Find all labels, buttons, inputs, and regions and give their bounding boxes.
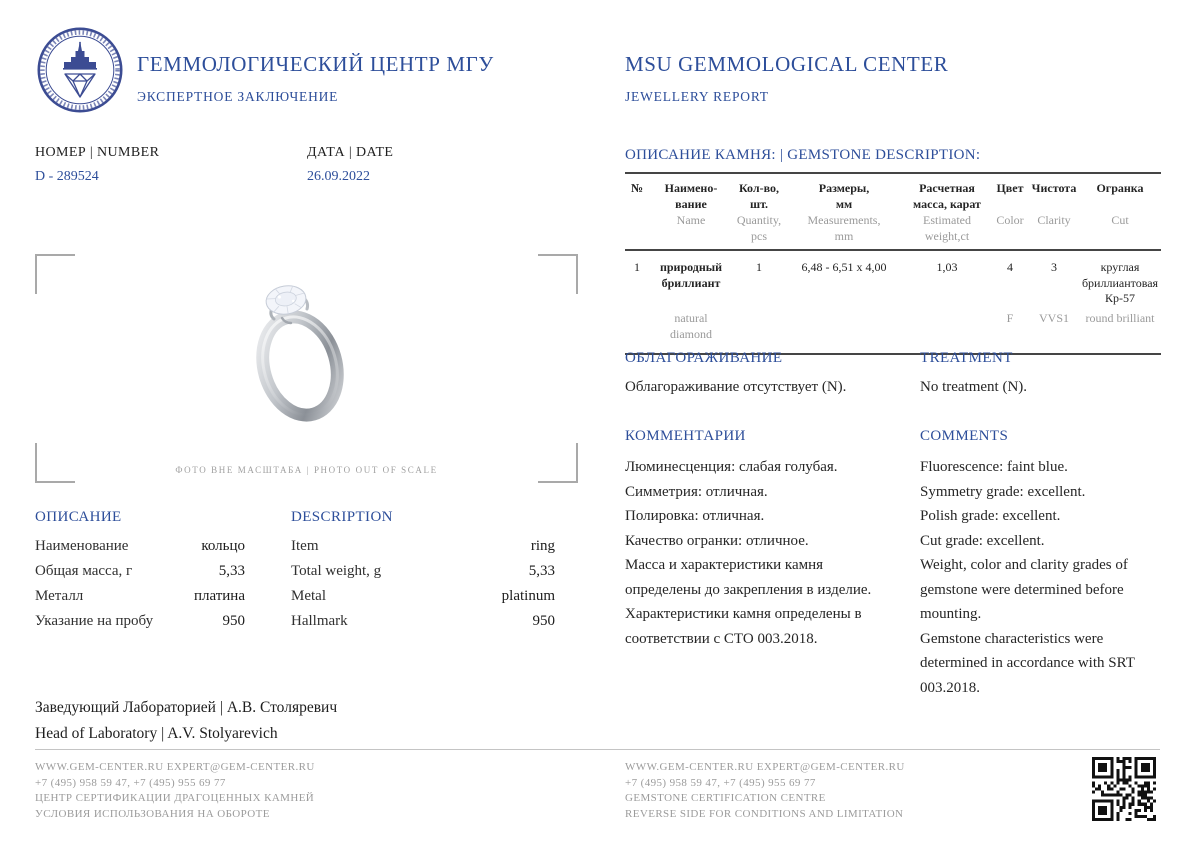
cell-index: 1	[634, 260, 640, 275]
description-row: Общая масса, г 5,33	[35, 559, 245, 584]
col-color: Цвет Color	[991, 173, 1029, 252]
crop-mark-top-left-icon	[35, 254, 75, 294]
col-clarity: Чистота Clarity	[1029, 173, 1079, 252]
cell-measurements-en	[785, 309, 903, 354]
description-value: 5,33	[528, 563, 555, 579]
cell-measurements: 6,48 - 6,51 x 4,00	[801, 260, 887, 275]
number-value: D - 289524	[35, 169, 99, 184]
ring-photo	[238, 264, 362, 432]
cell-cut-en: round brilliant	[1085, 310, 1155, 325]
org-title-en: MSU GEMMOLOGICAL CENTER	[625, 52, 949, 76]
description-rows-en: Item ring Total weight, g 5,33 Metal pla…	[291, 534, 555, 634]
treatment-text-en: No treatment (N).	[920, 379, 1028, 395]
col-weight: Расчетная масса, карат Estimated weight,c…	[903, 173, 991, 252]
treatment-text-ru: Облагораживание отсутствует (N).	[625, 379, 847, 395]
description-value: platinum	[501, 588, 555, 604]
cell-cut: круглая бриллиантовая Кр-57	[1081, 260, 1159, 306]
description-value: 950	[532, 613, 556, 629]
report-type-ru: ЭКСПЕРТНОЕ ЗАКЛЮЧЕНИЕ	[137, 89, 339, 104]
date-block: ДАТА | DATE 26.09.2022	[307, 145, 393, 185]
cell-weight-en	[903, 309, 991, 354]
description-row: Metal platinum	[291, 584, 555, 609]
date-label: ДАТА | DATE	[307, 145, 394, 160]
gemstone-row-ru: 1 природный бриллиант 1 6,48 - 6,51 x 4,…	[625, 250, 1161, 309]
col-cut: Огранка Cut	[1079, 173, 1161, 252]
cell-color: 4	[1007, 260, 1013, 275]
crop-mark-top-right-icon	[538, 254, 578, 294]
description-row: Item ring	[291, 534, 555, 559]
cell-clarity: 3	[1051, 260, 1057, 275]
description-row: Hallmark 950	[291, 609, 555, 634]
footer-left: WWW.GEM-CENTER.RU EXPERT@GEM-CENTER.RU +…	[35, 761, 315, 820]
qr-code	[1092, 757, 1156, 821]
treatment-block-en: TREATMENT No treatment (N).	[920, 350, 1165, 400]
comments-block-ru: КОММЕНТАРИИ Люминесценция: слабая голуба…	[625, 428, 915, 651]
gemstone-row-en: natural diamond F VVS1 round brilliant	[625, 309, 1161, 354]
description-row: Наименование кольцо	[35, 534, 245, 559]
col-measurements: Размеры, мм Measurements, mm	[785, 173, 903, 252]
treatment-title-en: TREATMENT	[920, 350, 1013, 366]
cell-quantity: 1	[756, 260, 762, 275]
cell-name-en: natural diamond	[670, 310, 712, 341]
description-value: платина	[193, 588, 245, 604]
gemstone-heading: ОПИСАНИЕ КАМНЯ: | GEMSTONE DESCRIPTION:	[625, 147, 981, 163]
photo-caption: ФОТО ВНЕ МАСШТАБА | PHOTO OUT OF SCALE	[175, 465, 438, 475]
description-label: Hallmark	[291, 613, 348, 629]
description-value: ring	[530, 538, 555, 554]
report-type-en: JEWELLERY REPORT	[625, 89, 769, 104]
treatment-title-ru: ОБЛАГОРАЖИВАНИЕ	[625, 350, 783, 366]
date-value: 26.09.2022	[307, 169, 370, 184]
msu-seal-logo-icon	[37, 27, 123, 113]
col-quantity: Кол-во, шт. Quantity, pcs	[733, 173, 785, 252]
description-row: Total weight, g 5,33	[291, 559, 555, 584]
description-label: Metal	[291, 588, 326, 604]
description-value: 5,33	[218, 563, 245, 579]
comments-title-en: COMMENTS	[920, 428, 1009, 444]
col-name: Наимено- вание Name	[649, 173, 733, 252]
signature-en: Head of Laboratory | A.V. Stolyarevich	[35, 725, 278, 742]
number-label: НОМЕР | NUMBER	[35, 145, 160, 160]
description-title-ru: ОПИСАНИЕ	[35, 509, 122, 525]
crop-mark-bottom-right-icon	[538, 443, 578, 483]
footer-divider	[35, 749, 1160, 750]
cell-color-en: F	[1006, 310, 1014, 325]
gemstone-table: № Наимено- вание Name Кол-во, шт. Quantity…	[625, 172, 1161, 356]
comments-block-en: COMMENTS Fluorescence: faint blue. Symme…	[920, 428, 1170, 700]
description-label: Общая масса, г	[35, 563, 133, 579]
signature-ru: Заведующий Лабораторией | А.В. Столяреви…	[35, 699, 338, 716]
comments-text-ru: Люминесценция: слабая голубая. Симметрия…	[625, 459, 872, 647]
description-row: Указание на пробу 950	[35, 609, 245, 634]
org-title-ru: ГЕММОЛОГИЧЕСКИЙ ЦЕНТР МГУ	[137, 52, 494, 76]
description-value: кольцо	[201, 538, 245, 554]
description-rows-ru: Наименование кольцо Общая масса, г 5,33 …	[35, 534, 245, 634]
photo-frame: ФОТО ВНЕ МАСШТАБА | PHOTO OUT OF SCALE	[35, 254, 578, 483]
signature-block: Заведующий Лабораторией | А.В. Столяреви…	[35, 695, 337, 747]
description-label: Указание на пробу	[35, 613, 154, 629]
cell-name: природный бриллиант	[659, 260, 723, 290]
comments-text-en: Fluorescence: faint blue. Symmetry grade…	[920, 459, 1135, 696]
description-label: Item	[291, 538, 319, 554]
treatment-block-ru: ОБЛАГОРАЖИВАНИЕ Облагораживание отсутств…	[625, 350, 913, 400]
description-row: Металл платина	[35, 584, 245, 609]
description-title-en: DESCRIPTION	[291, 509, 393, 525]
cell-clarity-en: VVS1	[1038, 310, 1069, 325]
cell-weight: 1,03	[936, 260, 958, 275]
number-block: НОМЕР | NUMBER D - 289524	[35, 145, 159, 185]
crop-mark-bottom-left-icon	[35, 443, 75, 483]
description-label: Total weight, g	[291, 563, 382, 579]
cell-index-en	[625, 309, 649, 354]
description-value: 950	[222, 613, 246, 629]
description-label: Наименование	[35, 538, 129, 554]
comments-title-ru: КОММЕНТАРИИ	[625, 428, 746, 444]
gemstone-header-row: № Наимено- вание Name Кол-во, шт. Quantity…	[625, 173, 1161, 252]
col-index: №	[625, 173, 649, 252]
cell-quantity-en	[733, 309, 785, 354]
description-label: Металл	[35, 588, 84, 604]
footer-right: WWW.GEM-CENTER.RU EXPERT@GEM-CENTER.RU +…	[625, 761, 905, 820]
